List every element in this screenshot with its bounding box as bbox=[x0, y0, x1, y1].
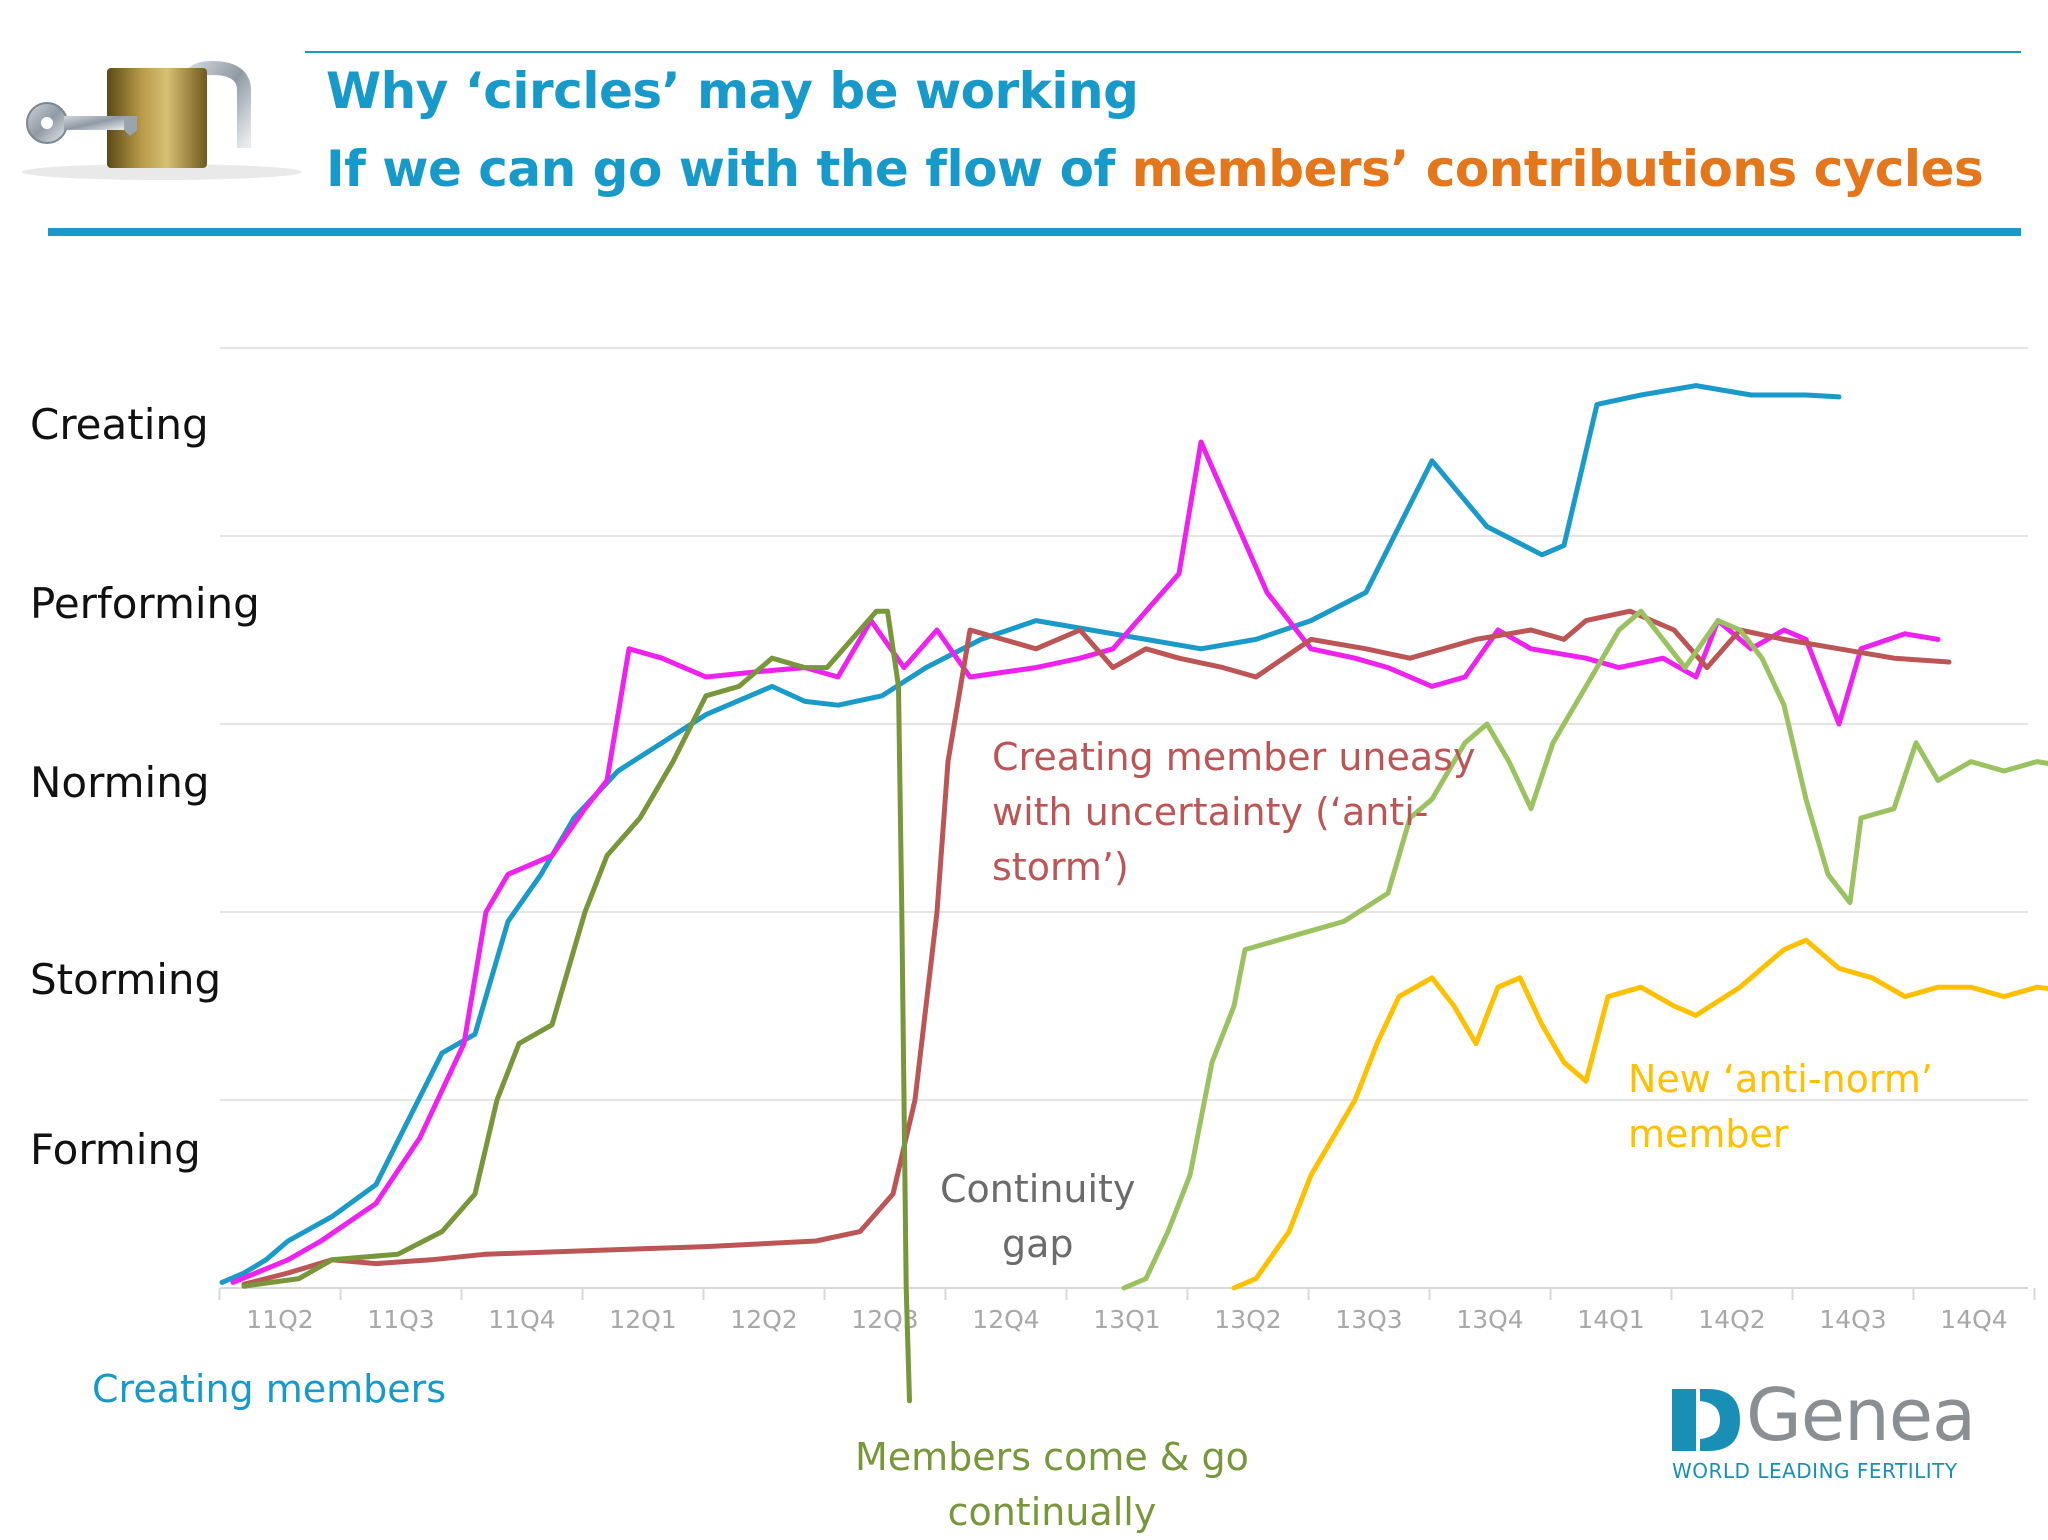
padlock-with-key-icon bbox=[22, 60, 302, 180]
annotation-creating-members-text: Creating members bbox=[92, 1367, 447, 1411]
series-line-5 bbox=[1121, 608, 2048, 1291]
annotation-continuity-gap-line1: Continuity bbox=[940, 1167, 1136, 1211]
annotation-members-come-go-line1: Members come & go bbox=[855, 1435, 1249, 1479]
annotation-creating-uneasy-line2: with uncertainty (‘anti- bbox=[992, 790, 1429, 834]
chart-series bbox=[219, 383, 2048, 1404]
x-tick-label: 14Q3 bbox=[1819, 1305, 1886, 1334]
series-line-4 bbox=[241, 608, 912, 1404]
x-tick-label: 13Q2 bbox=[1214, 1305, 1281, 1334]
genea-logo-word: Genea bbox=[1746, 1373, 1976, 1457]
genea-logo: Genea WORLD LEADING FERTILITY bbox=[1672, 1373, 2002, 1485]
annotation-creating-uneasy: Creating member uneasy with uncertainty … bbox=[992, 730, 1475, 895]
x-tick-label: 11Q2 bbox=[246, 1305, 313, 1334]
x-tick-label: 11Q3 bbox=[367, 1305, 434, 1334]
annotation-anti-norm-line2: member bbox=[1628, 1112, 1789, 1156]
annotation-continuity-gap: Continuity gap bbox=[940, 1162, 1135, 1272]
series-line-1 bbox=[219, 383, 1842, 1285]
annotation-anti-norm: New ‘anti-norm’ member bbox=[1628, 1052, 1933, 1162]
x-tick-label: 14Q2 bbox=[1698, 1305, 1765, 1334]
annotation-creating-uneasy-line3: storm’) bbox=[992, 845, 1129, 889]
title-line-1: Why ‘circles’ may be working bbox=[326, 62, 1139, 120]
x-tick-label: 12Q2 bbox=[730, 1305, 797, 1334]
y-label-norming: Norming bbox=[30, 758, 210, 807]
x-tick-label: 13Q3 bbox=[1335, 1305, 1402, 1334]
y-label-storming: Storming bbox=[30, 955, 222, 1004]
y-label-performing: Performing bbox=[30, 579, 260, 628]
x-tick-label: 13Q1 bbox=[1093, 1305, 1160, 1334]
annotation-anti-norm-line1: New ‘anti-norm’ bbox=[1628, 1057, 1933, 1101]
x-axis-ticks: 11Q2 11Q3 11Q4 12Q1 12Q2 12Q3 12Q4 13Q1 13Q2 13Q3… bbox=[218, 1288, 2036, 1334]
genea-logo-mark-icon bbox=[1672, 1389, 1740, 1451]
annotation-creating-uneasy-line1: Creating member uneasy bbox=[992, 735, 1476, 779]
series-line-6 bbox=[1231, 937, 2048, 1291]
series-line-3 bbox=[241, 608, 1952, 1287]
x-tick-label: 13Q4 bbox=[1456, 1305, 1523, 1334]
annotation-continuity-gap-line2: gap bbox=[1001, 1222, 1074, 1266]
annotation-creating-members: Creating members bbox=[92, 1362, 446, 1417]
x-tick-label: 14Q1 bbox=[1577, 1305, 1644, 1334]
series-line-2 bbox=[230, 439, 1941, 1285]
x-tick-label: 11Q4 bbox=[488, 1305, 555, 1334]
title-line-2: If we can go with the flow of members’ c… bbox=[326, 140, 1984, 198]
y-label-forming: Forming bbox=[30, 1125, 201, 1174]
header-rules bbox=[48, 51, 2021, 236]
x-tick-label: 14Q4 bbox=[1940, 1305, 2007, 1334]
genea-logo-tagline: WORLD LEADING FERTILITY bbox=[1672, 1459, 1958, 1483]
title-line-2-start: If we can go with the flow of bbox=[326, 140, 1132, 198]
annotation-members-come-go: Members come & go continually bbox=[855, 1430, 1249, 1540]
x-tick-label: 12Q4 bbox=[972, 1305, 1039, 1334]
title-line-2-highlight: members’ contributions cycles bbox=[1131, 140, 1984, 198]
annotation-members-come-go-line2: continually bbox=[947, 1490, 1157, 1534]
x-tick-label: 12Q1 bbox=[609, 1305, 676, 1334]
y-label-creating: Creating bbox=[30, 400, 209, 449]
